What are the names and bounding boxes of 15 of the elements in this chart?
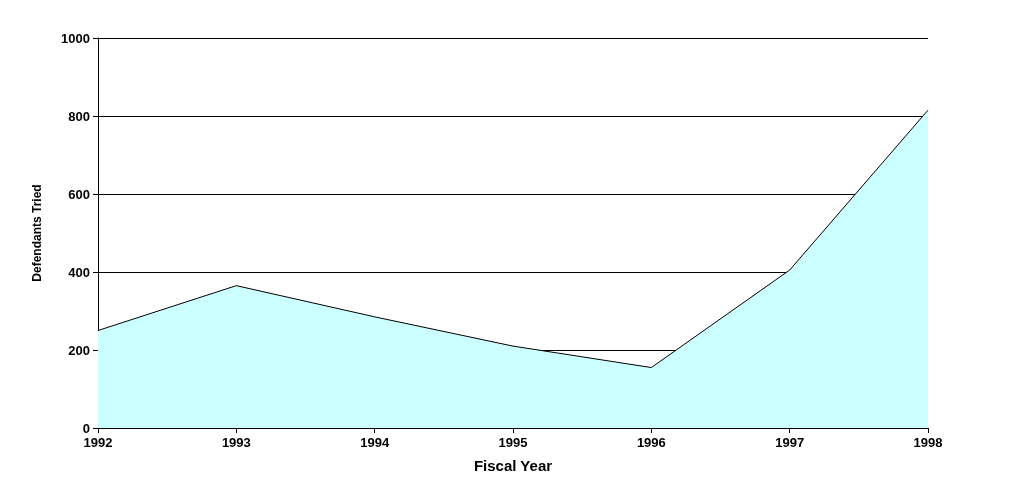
x-tick-label: 1998	[913, 435, 943, 450]
x-tick-label: 1997	[775, 435, 805, 450]
y-tick-label: 600	[68, 186, 90, 202]
x-axis-title: Fiscal Year	[473, 457, 553, 474]
x-tick-label: 1993	[221, 435, 251, 450]
y-tick-label: 0	[82, 420, 90, 436]
y-tick-label: 1000	[61, 30, 90, 46]
x-tick-label: 1996	[636, 435, 666, 450]
y-axis-title: Defendants Tried	[30, 184, 44, 282]
y-tick-label: 200	[68, 342, 90, 358]
y-tick-label: 400	[68, 264, 90, 280]
y-tick-label: 800	[68, 108, 90, 124]
x-tick-label: 1994	[360, 435, 390, 450]
x-tick-label: 1995	[498, 435, 528, 450]
x-tick-label: 1992	[83, 435, 113, 450]
